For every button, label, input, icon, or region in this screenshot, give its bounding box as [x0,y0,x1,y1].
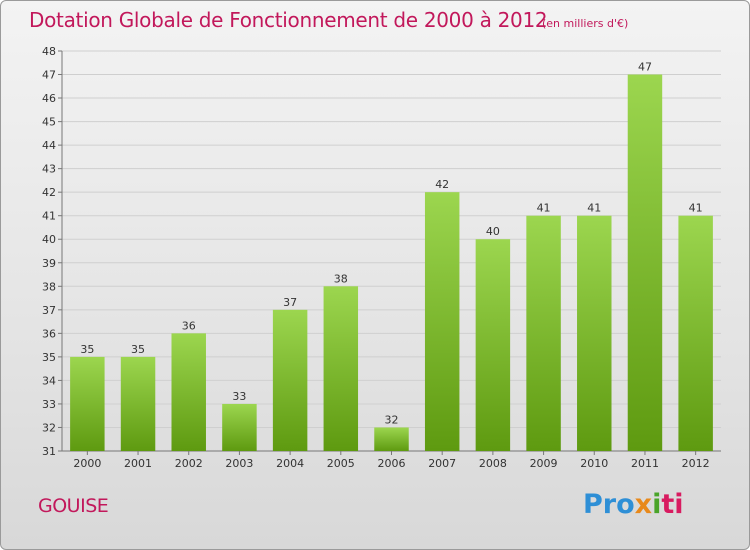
x-tick-label: 2001 [124,457,152,470]
data-label: 33 [232,390,246,403]
data-labels: 35 35 36 33 37 38 32 42 40 41 41 47 41 [80,61,702,427]
x-tick-label: 2006 [378,457,406,470]
chart-subtitle: (en milliers d'€) [542,17,629,30]
chart-title: Dotation Globale de Fonctionnement de 20… [29,8,548,32]
data-label: 32 [385,413,399,426]
y-tick-label: 46 [42,92,56,105]
y-tick-label: 33 [42,398,56,411]
x-tick-label: 2002 [175,457,203,470]
commune-name: GOUISE [38,495,109,517]
x-tick-label: 2003 [225,457,253,470]
y-tick-label: 35 [42,351,56,364]
bar-2005 [323,286,359,451]
bar-2000 [70,356,105,451]
bar-2010 [577,215,612,451]
x-tick-label: 2000 [73,457,101,470]
bar-2003 [222,403,257,451]
data-label: 41 [587,202,601,215]
x-tick-label: 2005 [327,457,355,470]
bar-2011 [627,74,663,451]
bar-2004 [272,309,308,451]
y-tick-label: 48 [42,45,56,58]
bar-2001 [120,356,156,451]
y-tick-label: 37 [42,304,56,317]
data-label: 40 [486,225,500,238]
y-tick-label: 44 [42,139,56,152]
y-tick-label: 41 [42,210,56,223]
data-label: 35 [131,343,145,356]
x-tick-label: 2011 [631,457,659,470]
y-tick-label: 43 [42,163,56,176]
x-tick-label: 2009 [530,457,558,470]
x-tick-label: 2004 [276,457,304,470]
data-label: 36 [182,319,196,332]
x-tick-label: 2007 [428,457,456,470]
bar-2007 [424,192,460,452]
logo-part-2: x [634,489,653,520]
y-tick-label: 40 [42,233,56,246]
x-tick-label: 2008 [479,457,507,470]
grid-lines [62,50,721,452]
y-tick-label: 38 [42,280,56,293]
bar-2009 [526,215,561,451]
data-label: 42 [435,178,449,191]
data-label: 41 [537,202,551,215]
bar-2002 [171,333,206,451]
bar-2012 [678,215,713,451]
logo-part-3: i [652,489,662,520]
data-label: 38 [334,272,348,285]
proxiti-logo[interactable]: Proxiti [583,489,684,520]
bar-2008 [475,239,511,451]
y-tick-label: 45 [42,116,56,129]
y-tick-label: 32 [42,421,56,434]
y-tick-label: 31 [42,445,56,458]
y-tick-label: 36 [42,327,56,340]
x-tick-label: 2010 [580,457,608,470]
logo-part-4: ti [661,489,684,520]
data-label: 47 [638,61,652,74]
data-label: 41 [689,202,703,215]
y-tick-label: 42 [42,186,56,199]
y-tick-label: 47 [42,69,56,82]
bar-2006 [374,427,409,451]
x-tick-label: 2012 [682,457,710,470]
logo-part-1: Pro [583,489,635,520]
bars [70,74,713,452]
data-label: 37 [283,296,297,309]
data-label: 35 [80,343,94,356]
y-tick-label: 39 [42,257,56,270]
y-tick-label: 34 [42,374,56,387]
